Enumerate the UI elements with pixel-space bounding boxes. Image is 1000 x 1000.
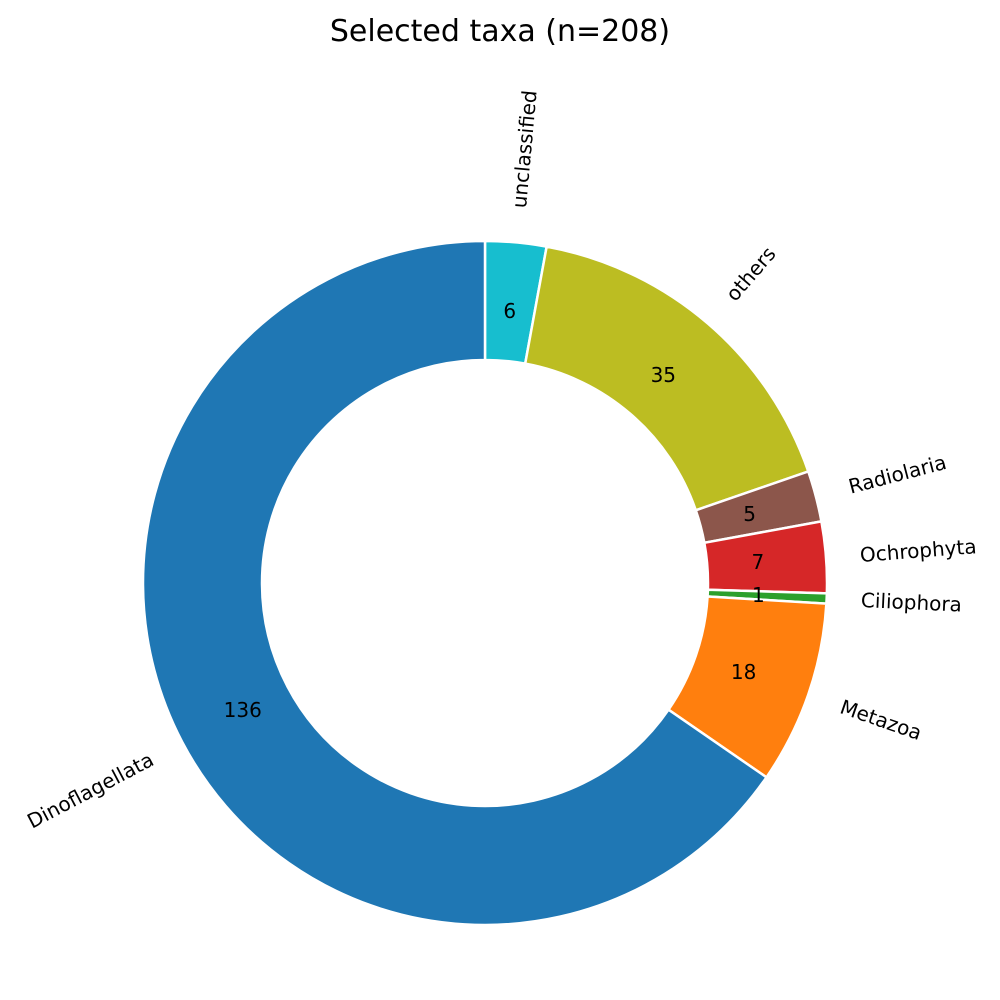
chart-title: Selected taxa (n=208) <box>329 14 671 49</box>
value-label-Metazoa: 18 <box>730 660 757 685</box>
value-label-others: 35 <box>650 363 677 388</box>
wedge-others <box>523 245 810 512</box>
value-label-Ciliophora: 1 <box>751 583 765 608</box>
value-label-Dinoflagellata: 136 <box>223 698 262 723</box>
value-label-Radiolaria: 5 <box>743 501 756 526</box>
category-label-Ciliophora: Ciliophora <box>860 588 963 617</box>
value-label-Ochrophyta: 7 <box>751 550 765 575</box>
value-label-unclassified: 6 <box>503 298 517 323</box>
wedge-Dinoflagellata <box>141 239 769 927</box>
